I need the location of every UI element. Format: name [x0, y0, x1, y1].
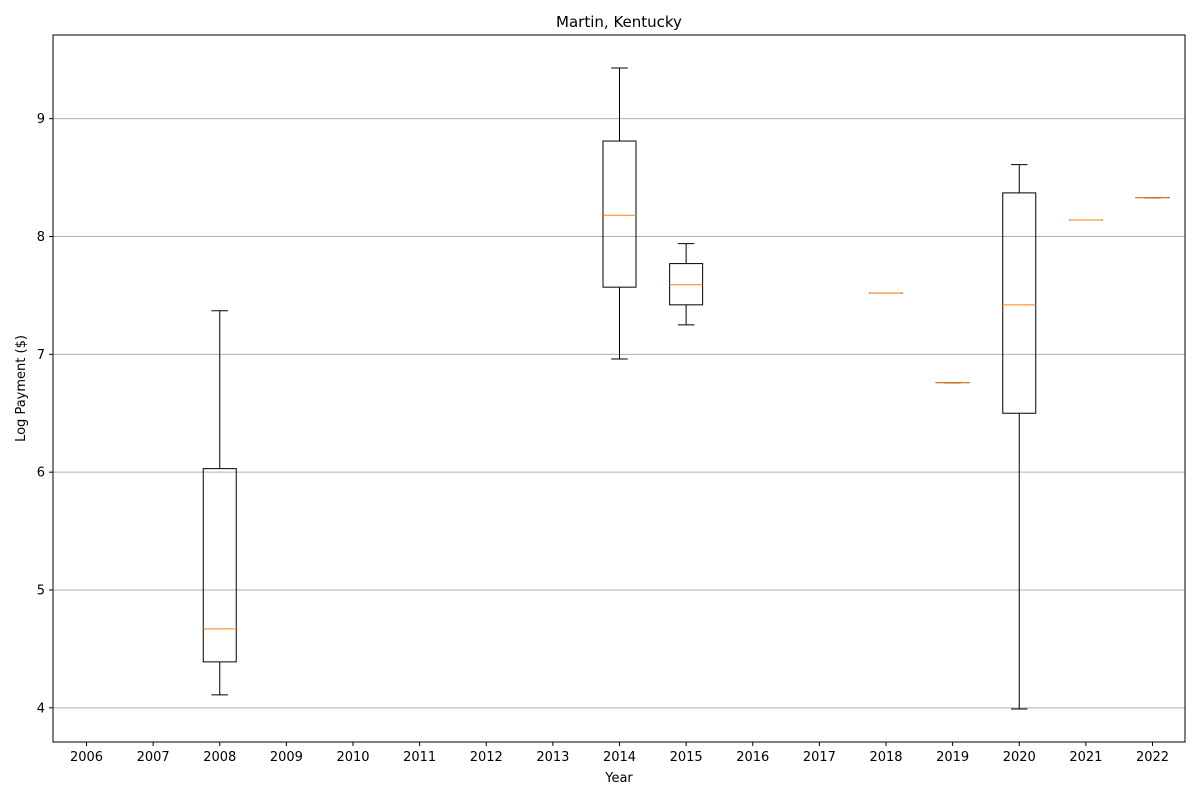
x-axis-label: Year	[604, 771, 633, 786]
y-tick-label: 5	[37, 583, 45, 598]
y-axis-ticks: 4 5 6 7 8 9	[37, 112, 53, 716]
box-series	[202, 67, 1170, 710]
y-axis-label: Log Payment ($)	[14, 335, 29, 442]
x-tick-label: 2018	[869, 750, 902, 765]
x-tick-label: 2007	[137, 750, 170, 765]
x-tick-label: 2013	[536, 750, 569, 765]
chart-title: Martin, Kentucky	[556, 13, 682, 31]
x-tick-label: 2009	[270, 750, 303, 765]
x-tick-label: 2012	[470, 750, 503, 765]
x-tick-label: 2020	[1003, 750, 1036, 765]
y-tick-label: 9	[37, 112, 45, 127]
box-2014	[602, 67, 637, 360]
x-tick-label: 2006	[70, 750, 103, 765]
x-tick-label: 2014	[603, 750, 636, 765]
x-tick-label: 2016	[736, 750, 769, 765]
box-body	[1002, 192, 1037, 414]
box-body	[202, 468, 237, 663]
x-tick-label: 2017	[803, 750, 836, 765]
y-tick-label: 8	[37, 230, 45, 245]
box-2020	[1002, 164, 1037, 710]
y-tick-label: 4	[37, 701, 45, 716]
x-tick-label: 2010	[336, 750, 369, 765]
y-tick-label: 7	[37, 348, 45, 363]
box-body	[602, 140, 637, 288]
x-tick-label: 2015	[670, 750, 703, 765]
x-axis-ticks: 2006 2007 2008 2009 2010 2011 2012 2013 2014 2015…	[70, 742, 1169, 765]
y-tick-label: 6	[37, 466, 45, 481]
x-tick-label: 2008	[203, 750, 236, 765]
box-body	[669, 263, 704, 306]
x-tick-label: 2011	[403, 750, 436, 765]
box-2008	[202, 310, 237, 696]
x-tick-label: 2021	[1069, 750, 1102, 765]
x-tick-label: 2022	[1136, 750, 1169, 765]
box-2015	[669, 243, 704, 326]
x-tick-label: 2019	[936, 750, 969, 765]
